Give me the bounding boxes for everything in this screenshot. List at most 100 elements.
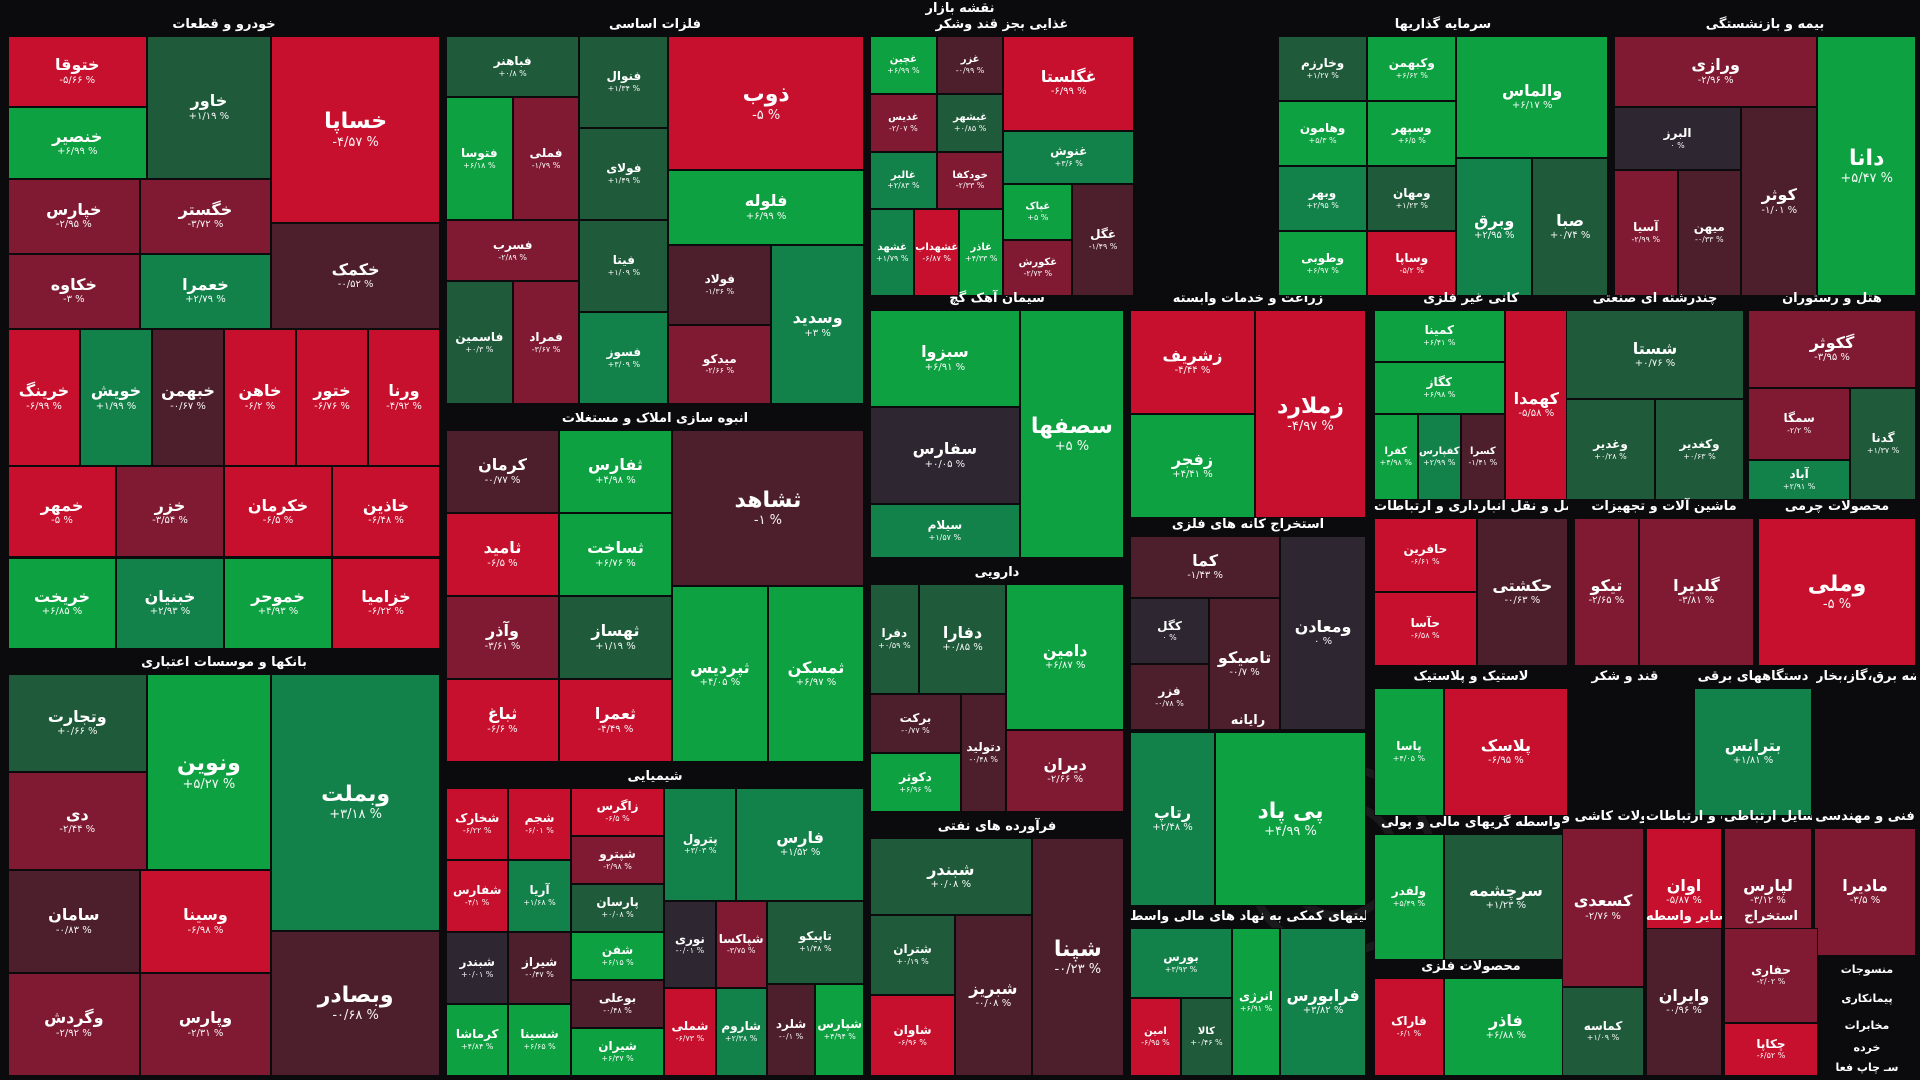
stock-tile[interactable]: شبریز -۰/۰۸ % — [955, 914, 1032, 1076]
stock-tile[interactable]: خبهمن -۰/۶۷ % — [152, 328, 224, 466]
stock-tile[interactable]: کرمان -۰/۷۷ % — [446, 430, 559, 513]
stock-tile[interactable]: ثمسکن +۶/۹۷ % — [767, 586, 864, 762]
stock-tile[interactable]: فرابورس +۳/۸۲ % — [1280, 928, 1366, 1076]
stock-tile[interactable]: دی -۲/۴۴ % — [8, 771, 147, 870]
stock-tile[interactable]: خریخت +۶/۸۵ % — [8, 557, 116, 649]
stock-tile[interactable]: وسینا -۶/۹۸ % — [139, 869, 272, 973]
stock-tile[interactable]: وکبهمن +۶/۶۲ % — [1367, 36, 1457, 101]
stock-tile[interactable]: شاوان -۶/۹۶ % — [870, 995, 956, 1076]
stock-tile[interactable]: خساپا -۴/۵۷ % — [271, 36, 440, 224]
stock-tile[interactable]: شخارک -۶/۲۲ % — [446, 788, 509, 860]
stock-tile[interactable]: غشهد +۱/۷۹ % — [870, 209, 915, 296]
stock-tile[interactable]: کالا +۰/۴۶ % — [1180, 998, 1232, 1076]
stock-tile[interactable]: گکوثر -۳/۹۵ % — [1748, 310, 1916, 388]
stock-tile[interactable]: شتران +۰/۱۹ % — [870, 914, 956, 996]
stock-tile[interactable]: خموحر +۴/۹۳ % — [224, 557, 332, 649]
stock-tile[interactable]: خویش +۱/۹۹ % — [80, 328, 152, 466]
stock-tile[interactable]: فاسمین +۰/۳ % — [446, 281, 513, 404]
stock-tile[interactable]: وایران -۰/۹۶ % — [1646, 928, 1722, 1076]
stock-tile[interactable]: زفجر +۴/۴۱ % — [1130, 414, 1255, 518]
stock-tile[interactable]: خاذین -۶/۴۸ % — [332, 466, 440, 558]
stock-tile[interactable]: وآذر -۳/۶۱ % — [446, 596, 559, 679]
stock-tile[interactable]: زاگرس -۶/۵ % — [570, 788, 665, 836]
stock-tile[interactable]: دکوثر +۶/۹۶ % — [870, 753, 961, 812]
stock-tile[interactable]: پلاسک -۶/۹۵ % — [1443, 688, 1568, 816]
stock-tile[interactable]: غپاک +۵ % — [1003, 183, 1073, 240]
stock-tile[interactable]: زشریف -۴/۴۴ % — [1130, 310, 1255, 414]
stock-tile[interactable]: غزر -۰/۹۹ % — [936, 36, 1004, 94]
stock-tile[interactable]: کماسه +۱/۰۹ % — [1562, 986, 1644, 1076]
stock-tile[interactable]: خرینگ -۶/۹۹ % — [8, 328, 80, 466]
stock-tile[interactable]: دفارا +۰/۸۵ % — [918, 584, 1007, 695]
stock-tile[interactable]: دتولید -۰/۴۸ % — [960, 694, 1007, 812]
stock-tile[interactable]: کگاز +۶/۹۸ % — [1374, 361, 1505, 414]
stock-tile[interactable]: حآسا -۶/۵۸ % — [1374, 592, 1477, 666]
stock-tile[interactable]: حفاری -۲/۰۲ % — [1724, 928, 1818, 1023]
stock-tile[interactable]: وبهر +۲/۹۵ % — [1278, 166, 1368, 231]
stock-tile[interactable]: ختوقا -۵/۶۶ % — [8, 36, 147, 108]
stock-tile[interactable]: شبندر +۰/۰۸ % — [870, 838, 1032, 915]
stock-tile[interactable]: رتاپ +۲/۴۸ % — [1130, 732, 1215, 906]
stock-tile[interactable]: فمراد -۳/۶۷ % — [512, 281, 580, 404]
stock-tile[interactable]: نوری -۰/۰۱ % — [664, 900, 716, 989]
stock-tile[interactable]: کگل ۰ % — [1130, 598, 1210, 665]
stock-tile[interactable]: خکمک -۰/۵۲ % — [271, 223, 440, 329]
stock-tile[interactable]: کمینا +۶/۴۱ % — [1374, 310, 1505, 362]
stock-tile[interactable]: ثفارس +۴/۹۸ % — [558, 430, 672, 513]
stock-tile[interactable]: غاذر +۴/۳۳ % — [958, 209, 1004, 296]
stock-tile[interactable]: سفارس +۰/۰۵ % — [870, 407, 1020, 505]
stock-tile[interactable]: کرماشا +۴/۸۴ % — [446, 1004, 509, 1076]
stock-tile[interactable]: وطوبی +۶/۹۷ % — [1278, 231, 1368, 296]
stock-tile[interactable]: میدکو -۲/۶۶ % — [668, 324, 772, 404]
stock-tile[interactable]: آسیا -۲/۹۹ % — [1614, 169, 1678, 296]
stock-tile[interactable]: صبا +۰/۷۴ % — [1532, 158, 1608, 296]
stock-tile[interactable]: خنصیر +۶/۹۹ % — [8, 107, 147, 179]
stock-tile[interactable]: سصفها +۵ % — [1019, 310, 1124, 558]
stock-tile[interactable]: وغدیر +۰/۲۸ % — [1566, 399, 1655, 500]
stock-tile[interactable]: شپنا -۰/۲۳ % — [1031, 838, 1124, 1076]
stock-tile[interactable]: وبصادر -۰/۶۸ % — [271, 931, 440, 1076]
stock-tile[interactable]: غدیس -۲/۰۷ % — [870, 93, 937, 152]
stock-tile[interactable]: خبنیان +۲/۹۳ % — [116, 557, 224, 649]
stock-tile[interactable]: ذوب -۵ % — [668, 36, 864, 170]
stock-tile[interactable]: البرز ۰ % — [1614, 106, 1742, 170]
stock-tile[interactable]: فتوسا +۶/۱۸ % — [446, 97, 513, 220]
stock-tile[interactable]: کفرا +۴/۹۸ % — [1374, 413, 1418, 500]
stock-tile[interactable]: دیران -۲/۶۶ % — [1006, 729, 1124, 812]
stock-tile[interactable]: سمگا -۲/۲ % — [1748, 387, 1851, 460]
stock-tile[interactable]: پی پاد +۴/۹۹ % — [1214, 732, 1366, 906]
stock-tile[interactable]: خکرمان -۶/۵ % — [224, 466, 332, 558]
stock-tile[interactable]: ومهان +۱/۲۳ % — [1367, 166, 1457, 231]
stock-tile[interactable]: غچین +۶/۹۹ % — [870, 36, 937, 94]
stock-tile[interactable]: سامان -۰/۸۳ % — [8, 869, 140, 973]
stock-tile[interactable]: غنوش +۳/۶ % — [1003, 130, 1134, 184]
stock-tile[interactable]: حافرین -۶/۶۱ % — [1374, 518, 1477, 592]
stock-tile[interactable]: خپارس -۲/۹۵ % — [8, 178, 140, 254]
stock-tile[interactable]: غکورش -۲/۷۳ % — [1003, 239, 1073, 296]
stock-tile[interactable]: شپترو -۲/۹۸ % — [570, 836, 665, 884]
stock-tile[interactable]: شیراز -۰/۴۷ % — [508, 932, 571, 1004]
stock-tile[interactable]: چکاپا -۶/۵۲ % — [1724, 1022, 1818, 1076]
stock-tile[interactable]: دانا +۵/۴۷ % — [1817, 36, 1916, 296]
stock-tile[interactable]: سرچشمه +۱/۲۳ % — [1443, 834, 1568, 960]
stock-tile[interactable]: ولفدر +۵/۴۹ % — [1374, 834, 1444, 960]
stock-tile[interactable]: فزر -۰/۷۸ % — [1130, 664, 1210, 730]
stock-tile[interactable]: ثشاهد -۱ % — [671, 430, 864, 587]
stock-tile[interactable]: بوعلی -۰/۴۸ % — [570, 980, 665, 1028]
stock-tile[interactable]: بورس +۳/۹۳ % — [1130, 928, 1232, 999]
stock-tile[interactable]: وهامون +۵/۳ % — [1278, 101, 1368, 166]
stock-tile[interactable]: خعمرا +۲/۷۹ % — [139, 253, 272, 329]
stock-tile[interactable]: کهمدا -۵/۵۸ % — [1504, 310, 1568, 500]
stock-tile[interactable]: ورنا -۴/۹۲ % — [368, 328, 440, 466]
stock-tile[interactable]: شپارس +۴/۹۴ % — [815, 983, 864, 1076]
stock-tile[interactable]: غالبر +۲/۸۳ % — [870, 151, 937, 210]
stock-tile[interactable]: وکغدیر +۰/۶۳ % — [1655, 399, 1744, 500]
stock-tile[interactable]: وتجارت +۰/۶۶ % — [8, 674, 147, 772]
stock-tile[interactable]: دفرا +۰/۵۹ % — [870, 584, 919, 695]
stock-tile[interactable]: ختور -۶/۷۶ % — [296, 328, 368, 466]
stock-tile[interactable]: وگردش -۲/۹۲ % — [8, 972, 140, 1076]
stock-tile[interactable]: امین -۶/۹۵ % — [1130, 998, 1181, 1076]
stock-tile[interactable]: غشهداب -۶/۸۷ % — [914, 209, 959, 296]
stock-tile[interactable]: ثباغ -۶/۶ % — [446, 679, 559, 762]
stock-tile[interactable]: فلوله +۶/۹۹ % — [668, 169, 864, 246]
